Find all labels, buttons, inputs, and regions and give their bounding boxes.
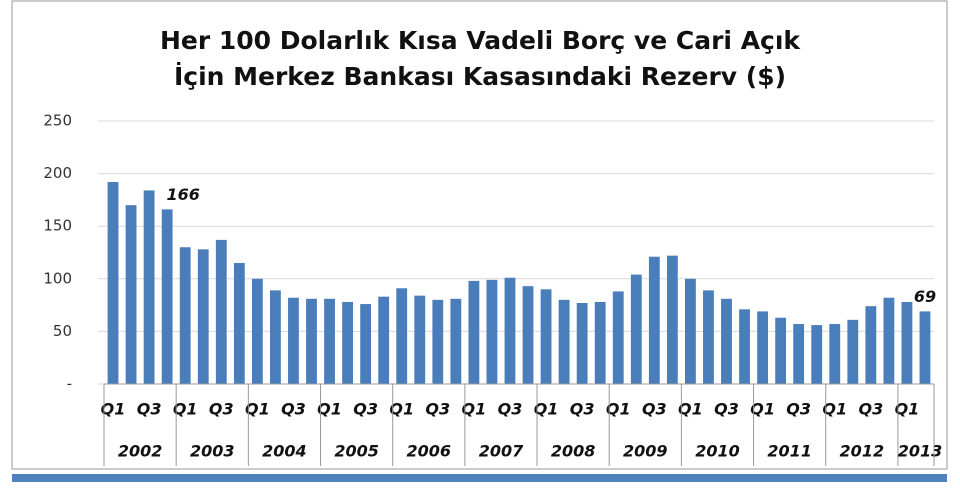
bar [775,317,787,384]
bar [270,290,281,384]
chart-title: Her 100 Dolarlık Kısa Vadeli Borç ve Car… [160,26,801,55]
value-label: 166 [166,185,199,204]
x-tick-label: Q1 [895,400,920,419]
bar [324,298,335,384]
x-tick-label: Q3 [714,400,739,419]
bar [739,309,750,384]
y-tick-label: 150 [43,217,72,235]
bar [504,277,516,384]
x-tick-label: Q3 [281,400,306,419]
y-tick-label: 250 [43,112,72,130]
x-tick-label: Q3 [425,400,450,419]
x-group-label: 2010 [695,442,740,461]
bar [811,325,823,384]
bar [414,295,426,384]
x-tick-label: Q3 [786,400,811,419]
x-group-label: 2011 [767,442,812,461]
x-tick-label: Q1 [750,400,775,419]
bar [901,301,913,384]
bar [215,239,227,384]
bar [468,280,480,384]
x-tick-label: Q3 [498,400,523,419]
bar [558,299,570,384]
value-label: 69 [914,287,936,306]
bar [396,288,408,384]
x-tick-label: Q1 [173,400,198,419]
x-tick-label: Q1 [822,400,847,419]
bottom-bar [12,474,947,482]
x-tick-label: Q3 [137,400,162,419]
bar [179,247,191,384]
bar [161,209,173,384]
bar [630,274,642,384]
y-tick-label: 100 [43,269,72,287]
x-group-label: 2008 [551,442,596,461]
x-tick-label: Q3 [858,400,883,419]
bar [522,286,534,384]
x-tick-label: Q1 [101,400,126,419]
bar [342,301,353,384]
x-tick-label: Q1 [389,400,414,419]
bar [685,278,696,384]
bar [703,290,714,384]
x-tick-label: Q3 [642,400,667,419]
x-tick-label: Q1 [606,400,631,419]
x-tick-label: Q1 [678,400,703,419]
x-group-label: 2007 [479,442,524,461]
bar [865,306,877,384]
bar [125,205,137,384]
x-group-label: 2009 [623,442,668,461]
x-group-label: 2012 [840,442,885,461]
bar [143,190,155,384]
x-group-label: 2013 [898,442,943,461]
x-group-label: 2006 [407,442,452,461]
x-group-label: 2002 [118,442,163,461]
x-tick-label: Q1 [534,400,559,419]
y-tick-label: 200 [43,164,72,182]
bar [486,279,498,384]
bar [793,324,805,384]
bar [306,298,317,384]
bar [594,301,606,384]
y-tick-label: - [67,375,72,393]
chart-title: İçin Merkez Bankası Kasasındaki Rezerv (… [174,61,786,91]
x-tick-label: Q1 [245,400,270,419]
x-group-label: 2003 [190,442,235,461]
bar [757,311,768,384]
bar [847,319,859,384]
x-group-label: 2004 [262,442,307,461]
bar [233,263,245,384]
bar [251,278,263,384]
bar [576,302,588,384]
bar [721,298,732,384]
bar [288,297,299,384]
bar [612,291,624,384]
bar [919,311,931,384]
bar [829,324,841,384]
bar [666,255,678,384]
bar [883,297,895,384]
bar [432,299,444,384]
bar [197,249,209,384]
x-group-label: 2005 [334,442,379,461]
x-tick-label: Q1 [317,400,342,419]
y-tick-label: 50 [53,322,72,340]
bar [648,256,660,384]
bar [378,296,390,384]
bar [540,289,552,384]
x-tick-label: Q1 [462,400,487,419]
bar [107,182,119,384]
x-tick-label: Q3 [353,400,378,419]
bar [360,304,372,384]
x-tick-label: Q3 [570,400,595,419]
bar [450,298,462,384]
x-tick-label: Q3 [209,400,234,419]
